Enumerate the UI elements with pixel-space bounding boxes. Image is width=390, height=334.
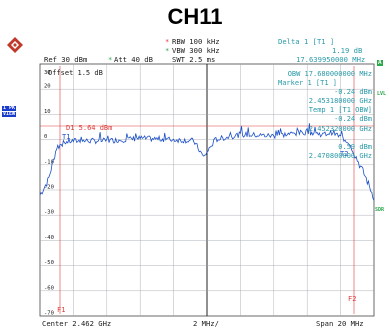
rohde-schwarz-logo-icon xyxy=(7,37,23,53)
temp1-frequency: 2.452320000 GHz xyxy=(309,125,372,133)
frequency-span: Span 20 MHz xyxy=(316,319,364,328)
f2-label: F2 xyxy=(348,295,356,303)
marker1-frequency: 2.453180000 GHz xyxy=(309,97,372,105)
temp1-label: Temp 1 [T1 OBW] xyxy=(309,106,372,114)
d1-label: D1 5.64 dBm xyxy=(66,124,112,132)
sweep-time: SWT 2.5 ms xyxy=(172,55,216,64)
ref-level: Ref 30 dBm xyxy=(44,55,88,64)
att-marker: * xyxy=(108,55,113,64)
temp1-value: -0.24 dBm xyxy=(334,115,372,123)
trace-view-tag: VIEW xyxy=(2,111,17,117)
t2-label: T2 xyxy=(340,150,348,158)
temp2-value: 0.59 dBm xyxy=(338,143,372,151)
f1-label: F1 xyxy=(57,306,65,314)
y-tick-label: -50 xyxy=(44,260,54,266)
y-tick-label: 30 xyxy=(44,70,51,76)
delta-marker-frequency: 17.639950000 MHz xyxy=(296,55,366,64)
y-tick-label: -40 xyxy=(44,235,54,241)
side-a-tag: A xyxy=(377,59,383,66)
y-tick-label: 0 xyxy=(44,134,47,140)
y-tick-label: -60 xyxy=(44,285,54,291)
marker1-label: Marker 1 [T1 ] xyxy=(278,79,337,87)
temp2-frequency: 2.470800000 GHz xyxy=(309,152,372,160)
t1-label: T1 xyxy=(62,133,70,141)
rbw-marker: * xyxy=(165,37,170,46)
grid-lines xyxy=(40,64,374,316)
side-sdr-tag: SDR xyxy=(375,207,385,213)
vbw-marker: * xyxy=(165,46,170,55)
marker1-value: -0.24 dBm xyxy=(334,88,372,96)
obw-value: OBW 17.680000000 MHz xyxy=(288,70,372,78)
y-tick-label: -20 xyxy=(44,185,54,191)
y-tick-label: -30 xyxy=(44,210,54,216)
center-frequency: Center 2.462 GHz xyxy=(42,319,112,328)
y-tick-labels: 30 20 10 0 -10 -20 -30 -40 -50 -60 -70 xyxy=(44,70,54,317)
att-value: Att 40 dB xyxy=(114,55,153,64)
delta-marker-value: 1.19 dB xyxy=(332,46,363,55)
y-tick-label: 20 xyxy=(44,84,51,90)
side-lvl-tag: LVL xyxy=(377,91,387,97)
delta-marker-label: Delta 1 [T1 ] xyxy=(278,37,335,46)
offset-label: Offset 1.5 dB xyxy=(48,69,103,77)
vbw-value: VBW 300 kHz xyxy=(172,46,220,55)
spectrum-trace xyxy=(39,123,375,201)
rbw-value: RBW 100 kHz xyxy=(172,37,220,46)
y-tick-label: -70 xyxy=(44,311,54,317)
frequency-per-division: 2 MHz/ xyxy=(193,319,219,328)
y-tick-label: 10 xyxy=(44,109,51,115)
trace-pk-tag: 1 PK xyxy=(2,105,17,111)
y-tick-label: -10 xyxy=(44,159,54,165)
page-title: CH11 xyxy=(167,4,223,29)
